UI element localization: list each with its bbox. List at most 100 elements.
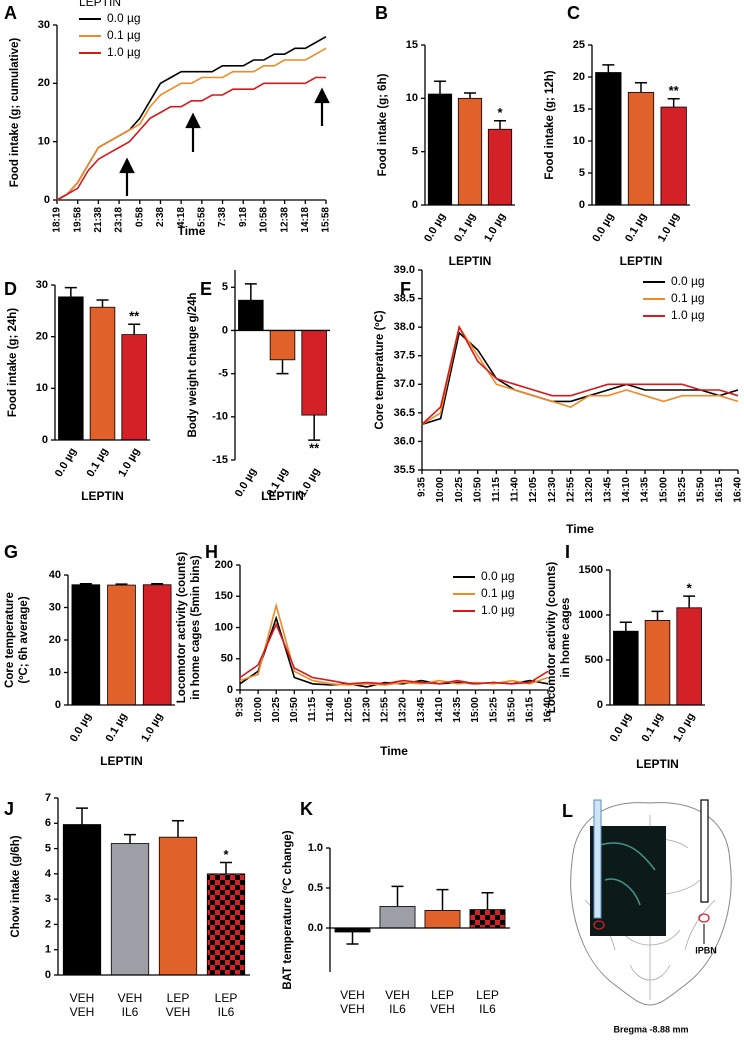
x-tick-label: 10:50 bbox=[472, 477, 483, 503]
significance: ** bbox=[309, 441, 320, 456]
x-tick-label: 0.0 µg bbox=[608, 711, 634, 744]
y-tick-label: 3 bbox=[45, 893, 51, 905]
error-bar bbox=[220, 861, 232, 874]
significance: * bbox=[687, 581, 693, 596]
y-tick-label: 2 bbox=[45, 918, 51, 930]
x-axis-title: LEPTIN bbox=[636, 757, 679, 771]
series-line bbox=[239, 602, 549, 686]
y-tick-label: 37.0 bbox=[394, 378, 415, 390]
y-axis-title: Chow intake (g/6h) bbox=[10, 835, 22, 937]
y-tick-label: 20 bbox=[36, 331, 48, 343]
x-tick-label: IL6 bbox=[218, 1005, 235, 1019]
series-line bbox=[421, 324, 739, 425]
x-tick-label: 10:00 bbox=[253, 697, 264, 723]
legend-label: 0.1 µg bbox=[107, 28, 141, 42]
bar bbox=[595, 72, 622, 206]
x-tick-label: 11:15 bbox=[307, 697, 318, 722]
y-tick-label: 1 bbox=[45, 944, 51, 956]
legend-label: 1.0 µg bbox=[671, 308, 705, 322]
bar bbox=[424, 910, 461, 929]
x-tick-label: VEH bbox=[166, 1005, 191, 1019]
x-tick-label: 0.0 µg bbox=[422, 211, 448, 244]
panel-letter: G bbox=[4, 542, 18, 562]
x-tick-label: 0.1 µg bbox=[104, 711, 130, 744]
x-tick-label: 5:58 bbox=[196, 207, 207, 227]
bar bbox=[676, 607, 702, 706]
x-tick-label: 16:40 bbox=[543, 697, 554, 723]
error-bar bbox=[79, 583, 92, 585]
y-tick-label: 20 bbox=[573, 71, 585, 83]
bar bbox=[158, 836, 198, 976]
series-line bbox=[239, 622, 549, 685]
significance: * bbox=[497, 105, 503, 120]
panel-letter: L bbox=[562, 801, 573, 821]
y-tick-label: 7 bbox=[45, 792, 51, 804]
x-tick-label: 15:58 bbox=[321, 207, 332, 233]
x-tick-label: 13:45 bbox=[416, 697, 427, 723]
error-bar bbox=[436, 888, 449, 911]
x-tick-label: 19:58 bbox=[72, 207, 83, 233]
y-tick-label: 36.5 bbox=[394, 407, 415, 419]
series-line bbox=[421, 325, 739, 425]
y-tick-label: 20 bbox=[38, 77, 50, 89]
y-axis-title: Body weight change g/24h bbox=[187, 292, 199, 437]
legend-label: 0.1 µg bbox=[481, 586, 515, 600]
y-tick-label: 10 bbox=[38, 136, 50, 148]
x-tick-label: 13:45 bbox=[603, 477, 614, 503]
y-tick-label: 150 bbox=[215, 590, 233, 602]
error-bar bbox=[172, 820, 184, 838]
x-tick-label: 13:20 bbox=[398, 697, 409, 723]
y-tick-label: 10 bbox=[36, 382, 48, 394]
x-tick-label: LEP bbox=[476, 988, 499, 1002]
bar bbox=[89, 306, 116, 441]
significance: * bbox=[223, 847, 229, 862]
y-tick-label: 100 bbox=[215, 621, 233, 633]
y-tick-label: 1.0 bbox=[308, 842, 323, 854]
x-tick-label: VEH bbox=[340, 988, 365, 1002]
bar bbox=[644, 620, 671, 706]
x-tick-label: 10:50 bbox=[289, 697, 300, 723]
x-tick-label: 15:25 bbox=[488, 697, 499, 723]
region-label: lPBN bbox=[695, 945, 717, 955]
x-tick-label: 10:58 bbox=[259, 207, 270, 233]
y-tick-label: 30 bbox=[49, 601, 61, 613]
bregma-label: Bregma -8.88 mm bbox=[613, 1024, 688, 1034]
error-bar bbox=[96, 299, 109, 308]
y-axis-title: Food intake (g; cumulative) bbox=[9, 38, 21, 188]
x-tick-label: 10:00 bbox=[435, 477, 446, 503]
x-tick-label: 0.0 µg bbox=[53, 446, 79, 479]
x-axis-title: LEPTIN bbox=[81, 489, 124, 503]
error-bar bbox=[64, 286, 77, 297]
legend-title: LEPTIN bbox=[79, 0, 121, 9]
x-tick-label: 23:18 bbox=[114, 207, 125, 233]
bar bbox=[301, 330, 327, 416]
y-axis-title: Food intake (g; 24h) bbox=[7, 308, 19, 417]
x-tick-label: 16:40 bbox=[733, 477, 744, 503]
y-tick-label: 0 bbox=[45, 969, 51, 981]
x-axis-title: LEPTIN bbox=[100, 754, 143, 768]
x-tick-label: 1.0 µg bbox=[139, 711, 165, 744]
error-bar bbox=[667, 98, 680, 108]
x-tick-label: 15:25 bbox=[677, 477, 688, 503]
legend-label: 0.0 µg bbox=[481, 569, 515, 583]
y-tick-label: 0 bbox=[597, 699, 603, 711]
y-axis-title: Food intake (g; 12h) bbox=[544, 70, 556, 179]
bar bbox=[427, 93, 453, 206]
x-tick-label: 1.0 µg bbox=[671, 711, 697, 744]
x-tick-label: 15:00 bbox=[658, 477, 669, 503]
y-tick-label: 5 bbox=[579, 167, 585, 179]
x-tick-label: 1.0 µg bbox=[296, 466, 322, 499]
panel-letter: I bbox=[565, 542, 570, 562]
bar bbox=[110, 843, 150, 976]
x-tick-label: 12:30 bbox=[361, 697, 372, 723]
y-tick-label: 1000 bbox=[579, 609, 603, 621]
x-tick-label: 16:15 bbox=[714, 477, 725, 503]
x-tick-label: 11:40 bbox=[325, 697, 336, 722]
bar bbox=[206, 873, 246, 976]
x-tick-label: 14:18 bbox=[300, 207, 311, 233]
x-tick-label: 4:18 bbox=[176, 207, 187, 227]
x-tick-label: 14:35 bbox=[640, 477, 651, 503]
x-axis-title: LEPTIN bbox=[261, 489, 304, 503]
x-axis-title: Time bbox=[380, 744, 408, 758]
